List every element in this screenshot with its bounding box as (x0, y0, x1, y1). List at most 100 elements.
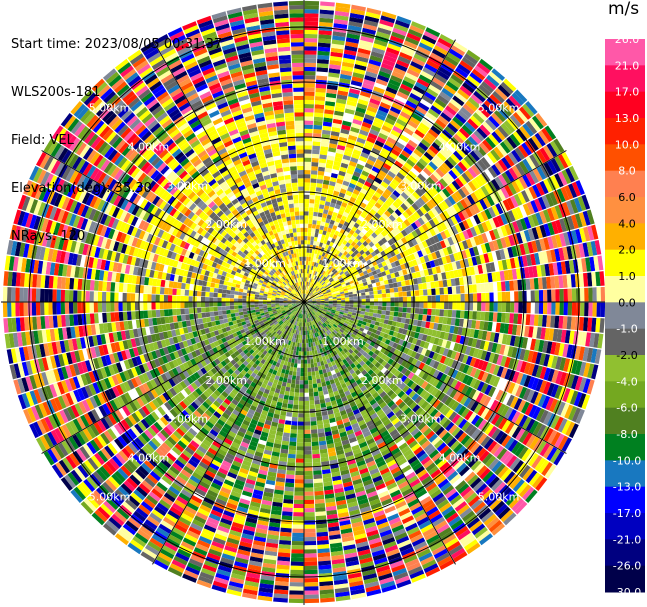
gate-cell (508, 357, 516, 370)
gate-cell (451, 286, 457, 294)
gate-cell (337, 337, 342, 342)
gate-cell (488, 520, 503, 533)
gate-cell (462, 276, 469, 285)
gate-cell (441, 339, 448, 348)
gate-cell (400, 393, 409, 401)
gate-cell (350, 357, 357, 363)
gate-cell (493, 146, 504, 159)
gate-cell (386, 306, 391, 311)
gate-cell (531, 227, 539, 240)
gate-cell (304, 388, 309, 393)
gate-cell (525, 120, 538, 135)
gate-cell (409, 413, 418, 422)
gate-cell (356, 346, 362, 352)
gate-cell (313, 290, 317, 295)
gate-cell (487, 341, 494, 352)
gate-cell (325, 101, 336, 107)
gate-cell (345, 172, 353, 179)
gate-cell (418, 122, 430, 132)
gate-cell (355, 106, 367, 114)
gate-cell (324, 201, 331, 207)
gate-cell (420, 523, 434, 534)
gate-cell (333, 114, 344, 121)
gate-cell (324, 315, 329, 319)
gate-cell (339, 77, 351, 85)
gate-cell (454, 92, 468, 103)
gate-cell (447, 470, 459, 482)
gate-cell (431, 141, 442, 152)
gate-cell (524, 403, 534, 416)
gate-cell (417, 217, 425, 226)
gate-cell (543, 367, 551, 381)
gate-cell (306, 295, 310, 299)
gate-cell (479, 124, 491, 137)
gate-cell (438, 527, 452, 538)
gate-cell (307, 304, 311, 308)
gate-cell (370, 251, 377, 257)
gate-cell (383, 227, 391, 235)
gate-cell (345, 37, 360, 44)
gate-cell (408, 260, 414, 268)
gate-cell (478, 84, 492, 97)
gate-cell (467, 426, 478, 437)
gate-cell (450, 547, 466, 559)
gate-cell (543, 411, 553, 426)
gate-cell (462, 319, 469, 328)
gate-cell (408, 170, 417, 180)
gate-cell (319, 150, 328, 156)
gate-cell (491, 131, 503, 144)
gate-cell (543, 237, 551, 251)
gate-cell (409, 213, 418, 222)
gate-cell (312, 320, 316, 325)
gate-cell (453, 269, 459, 278)
gate-cell (377, 226, 384, 233)
gate-cell (322, 270, 326, 276)
gate-cell (369, 55, 383, 63)
gate-cell (317, 311, 322, 315)
gate-cell (531, 364, 539, 377)
gate-cell (401, 107, 413, 117)
gate-cell (482, 139, 493, 152)
gate-cell (309, 307, 314, 311)
gate-cell (298, 400, 304, 406)
gate-cell (320, 319, 325, 324)
gate-cell (340, 281, 346, 286)
gate-cell (401, 286, 407, 292)
gate-cell (395, 321, 401, 328)
gate-cell (309, 307, 313, 312)
gate-cell (310, 293, 314, 297)
gate-cell (383, 369, 391, 377)
gate-cell (307, 304, 311, 308)
gate-cell (356, 102, 368, 110)
gate-cell (384, 397, 393, 405)
gate-cell (326, 155, 335, 161)
gate-cell (365, 291, 370, 296)
gate-cell (423, 269, 430, 277)
gate-cell (379, 205, 387, 213)
gate-cell (351, 381, 358, 388)
gate-cell (339, 320, 345, 325)
gate-cell (361, 369, 368, 376)
gate-cell (360, 409, 368, 416)
gate-cell (331, 39, 345, 46)
gate-cell (359, 286, 365, 290)
gate-cell (499, 270, 505, 281)
gate-cell (406, 197, 415, 206)
gate-cell (320, 299, 325, 302)
gate-cell (304, 256, 307, 261)
gate-cell (312, 383, 318, 389)
gate-cell (445, 105, 457, 116)
gate-cell (311, 433, 318, 438)
gate-cell (374, 456, 385, 464)
gate-cell (420, 214, 429, 224)
gate-cell (359, 272, 365, 277)
gate-cell (447, 156, 457, 167)
gate-cell (350, 235, 356, 241)
gate-cell (304, 507, 315, 513)
gate-cell (316, 303, 321, 306)
gate-cell (571, 360, 579, 375)
gate-cell (289, 578, 304, 583)
gate-cell (323, 283, 328, 288)
gate-cell (327, 245, 332, 251)
gate-cell (481, 263, 488, 274)
